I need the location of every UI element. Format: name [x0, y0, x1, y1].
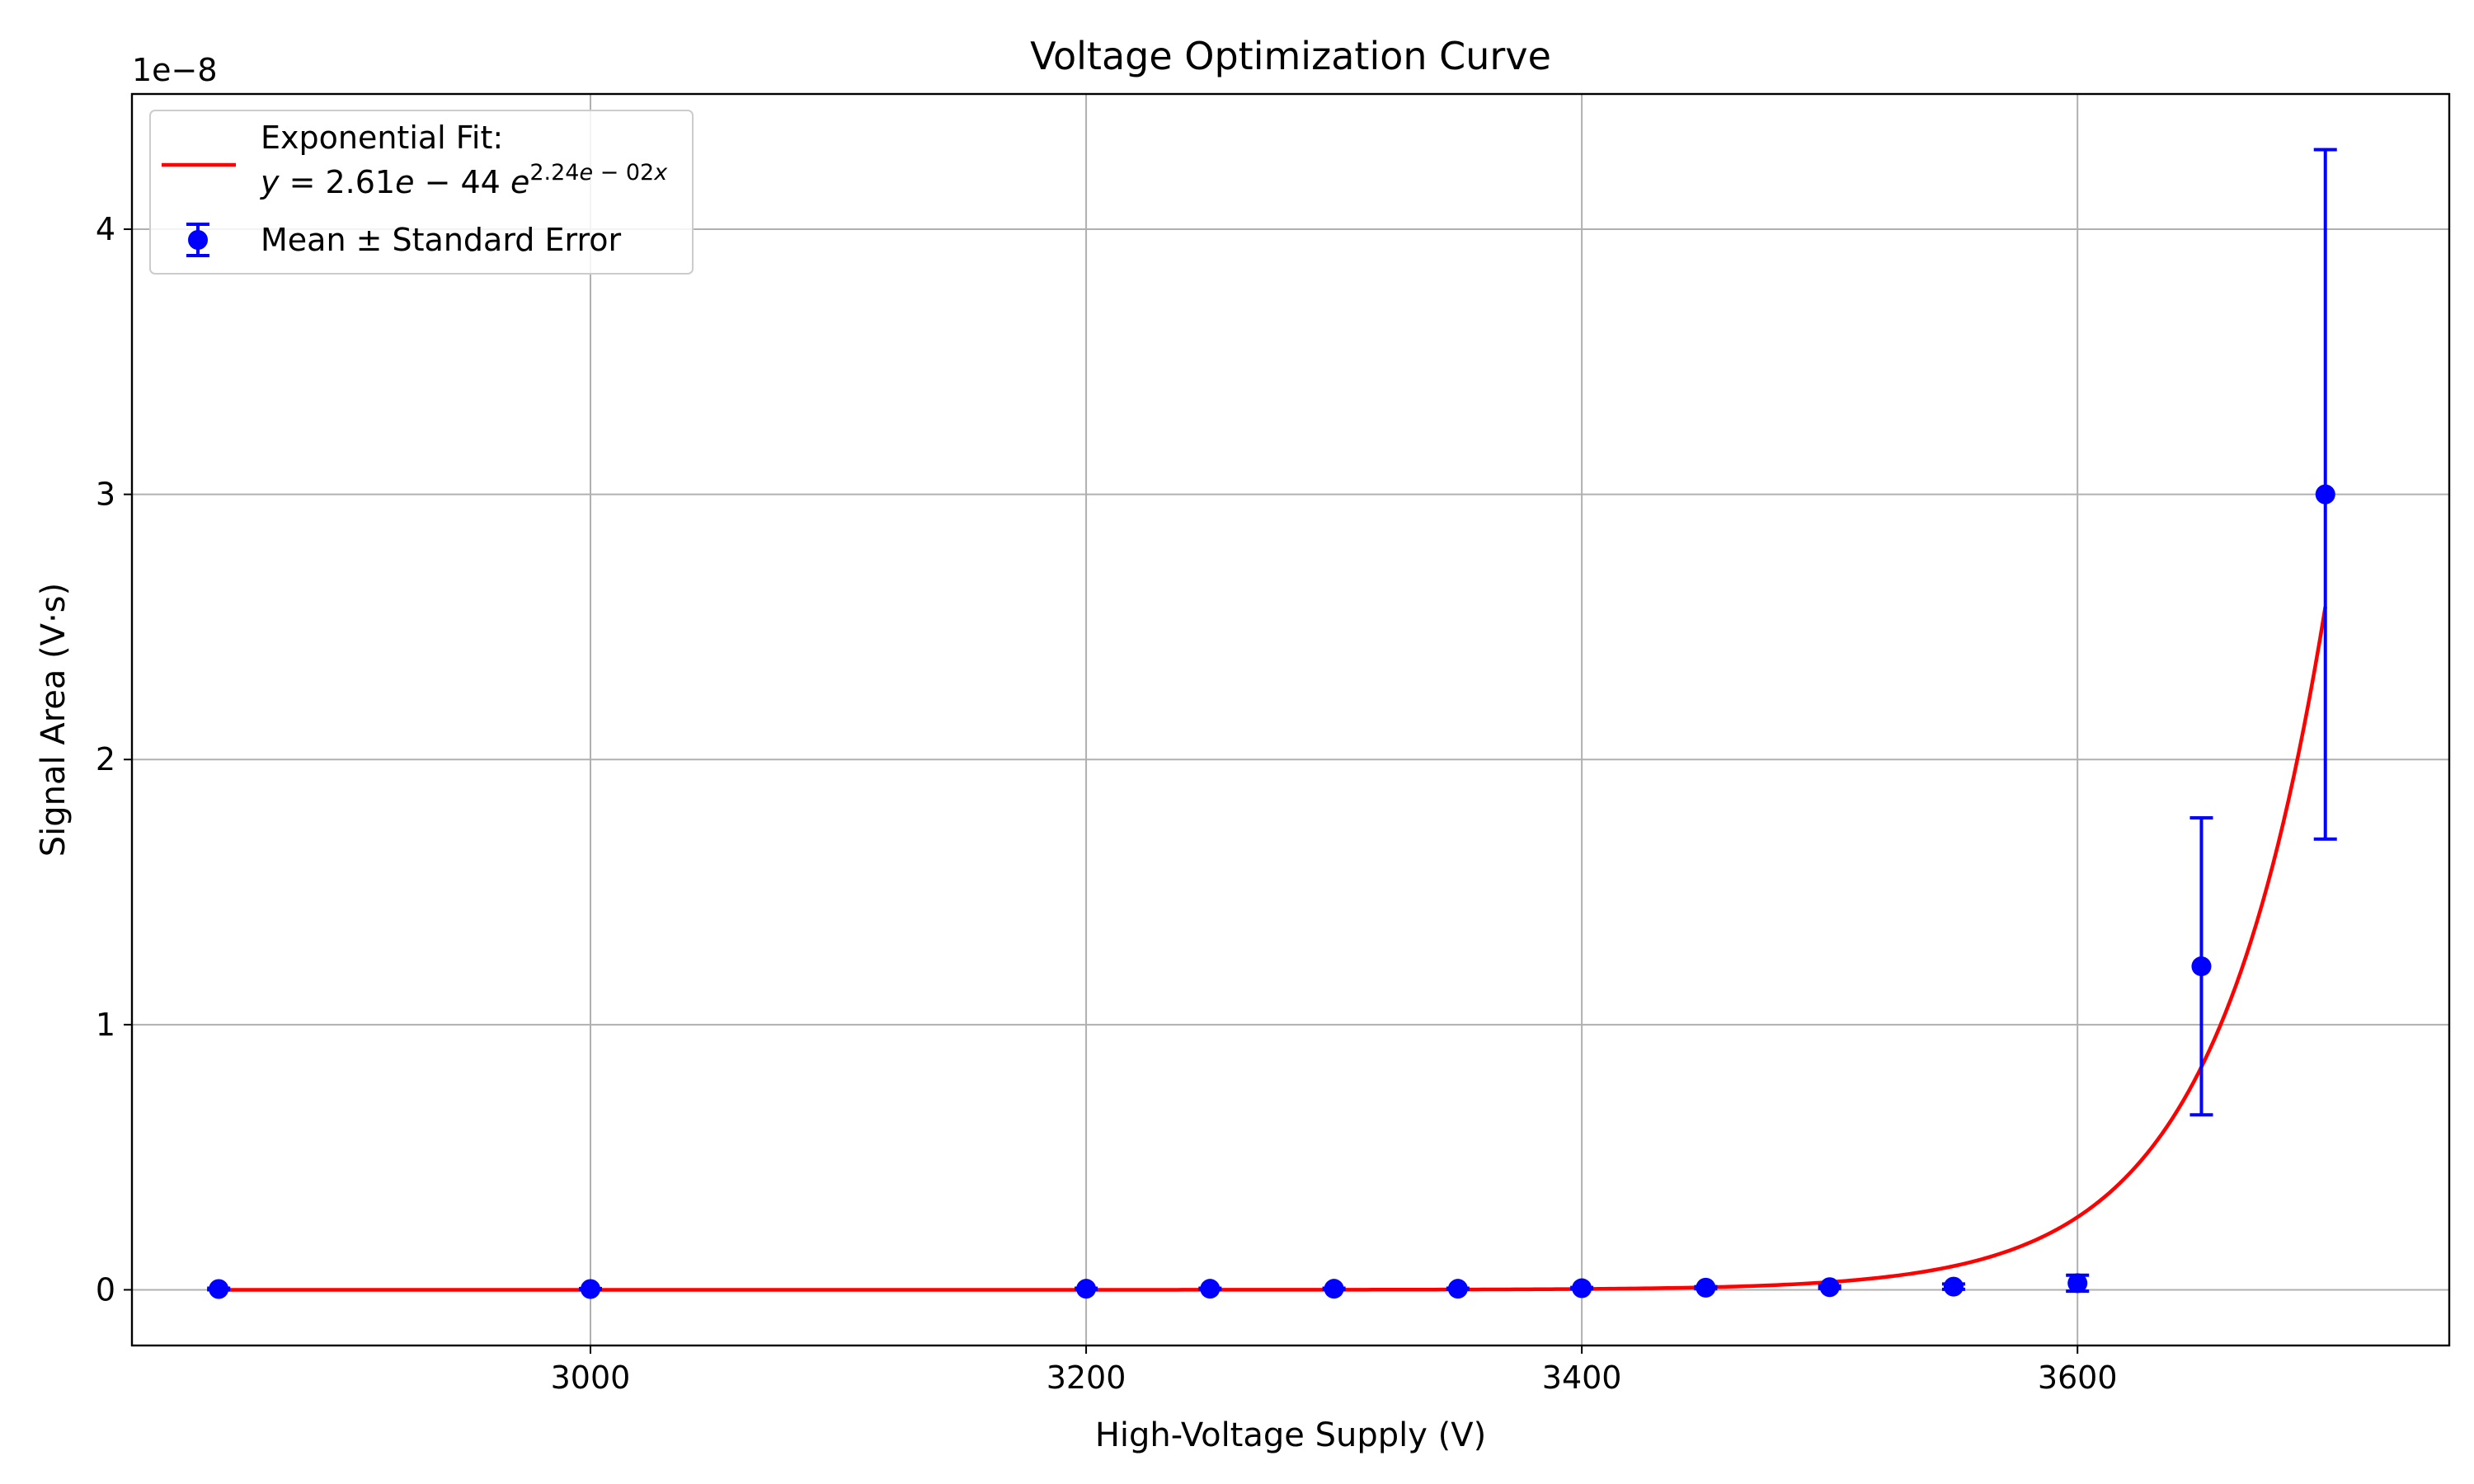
- x-axis-label: High-Voltage Supply (V): [1095, 1416, 1486, 1454]
- legend-errorbar-label: Mean ± Standard Error: [261, 222, 621, 258]
- x-tick-label: 3200: [1047, 1360, 1126, 1396]
- data-point: [1324, 1279, 1344, 1299]
- data-point: [1572, 1278, 1592, 1298]
- legend-fit-label: Exponential Fit:: [261, 120, 503, 156]
- y-tick-label: 3: [96, 477, 115, 513]
- data-point: [1696, 1277, 1716, 1298]
- legend-errorbar-swatch: [186, 223, 209, 257]
- y-tick-label: 1: [96, 1007, 115, 1043]
- y-tick-label: 4: [96, 211, 115, 247]
- data-point: [2315, 484, 2335, 505]
- x-tick-label: 3400: [1542, 1360, 1622, 1396]
- y-axis-label: Signal Area (V·s): [35, 583, 73, 857]
- fit-curve: [219, 606, 2327, 1292]
- data-point: [580, 1279, 600, 1299]
- data-point: [1076, 1279, 1097, 1299]
- y-tick-label: 2: [96, 741, 115, 777]
- legend-point: [188, 230, 208, 250]
- data-point: [1819, 1277, 1840, 1298]
- legend-fit-formula: y = 2.61e − 44 e2.24e − 02x: [260, 160, 668, 200]
- data-point: [1447, 1279, 1468, 1299]
- ticks: 3000 3200 3400 3600 0 1 2 3 4: [96, 211, 2118, 1396]
- data-point: [1200, 1279, 1221, 1299]
- y-offset-label: 1e−8: [132, 52, 218, 88]
- legend-box: [149, 110, 694, 275]
- data-point: [2067, 1273, 2088, 1294]
- points-layer: [207, 148, 2337, 1299]
- data-point: [2191, 956, 2212, 977]
- chart-title: Voltage Optimization Curve: [1030, 34, 1551, 78]
- data-point: [1943, 1276, 1964, 1297]
- fit-layer: [219, 606, 2327, 1292]
- axes-frame: [130, 92, 2451, 1347]
- legend: Exponential Fit: y = 2.61e − 44 e2.24e −…: [149, 110, 694, 275]
- x-tick-label: 3000: [551, 1360, 631, 1396]
- data-point: [209, 1279, 229, 1299]
- y-tick-label: 0: [96, 1271, 115, 1308]
- x-tick-label: 3600: [2038, 1360, 2118, 1396]
